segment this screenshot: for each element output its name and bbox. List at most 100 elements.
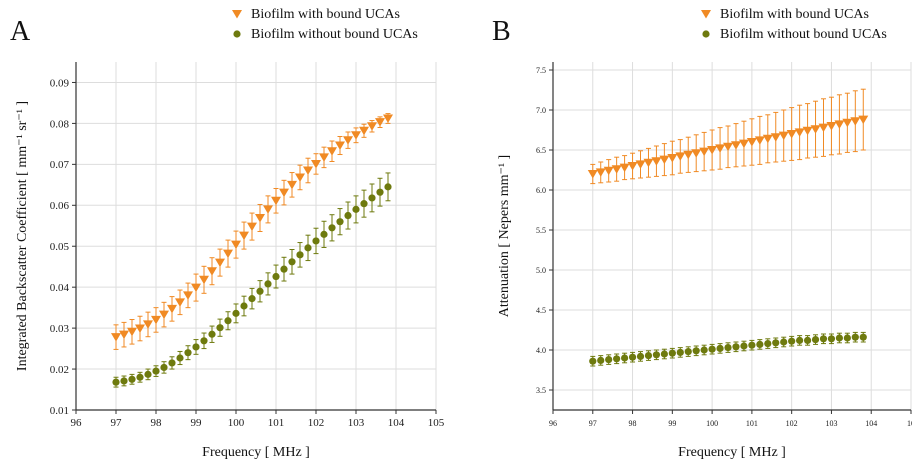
data-point (819, 335, 828, 343)
data-point (851, 333, 859, 341)
legend-entry: Biofilm without bound UCAs (720, 27, 887, 42)
y-tick-label: 0.08 (50, 118, 70, 130)
y-tick-label: 0.07 (50, 159, 70, 171)
data-point (232, 309, 240, 317)
data-point (311, 159, 321, 169)
x-tick-label: 104 (388, 417, 405, 429)
data-point (343, 136, 353, 145)
data-point (151, 315, 161, 325)
x-axis-title: Frequency [ MHz ] (678, 445, 786, 460)
data-point (167, 304, 177, 314)
data-point (239, 231, 249, 241)
x-tick-label: 100 (228, 417, 245, 429)
data-point (858, 115, 869, 125)
data-point (811, 336, 820, 344)
legend-entry: Biofilm with bound UCAs (251, 7, 400, 22)
data-point (351, 131, 361, 140)
data-point (375, 118, 385, 127)
data-point (271, 196, 281, 206)
data-point (336, 218, 344, 226)
data-point (730, 141, 741, 150)
legend: Biofilm with bound UCAs Biofilm without b… (701, 7, 887, 42)
x-tick-label: 103 (825, 419, 837, 428)
data-point (368, 194, 376, 202)
data-point (288, 258, 296, 266)
data-point (659, 155, 670, 165)
data-point (159, 310, 169, 320)
data-point (199, 275, 209, 285)
data-point (803, 336, 812, 344)
data-point (595, 168, 606, 177)
y-tick-label: 5.5 (536, 226, 546, 235)
data-point (834, 120, 845, 129)
data-point (112, 378, 120, 386)
data-point (644, 352, 653, 360)
x-tick-label: 97 (111, 417, 123, 429)
data-point (384, 183, 392, 191)
data-point (732, 343, 740, 351)
data-point (223, 249, 233, 259)
data-point (367, 122, 377, 131)
x-tick-label: 105 (428, 417, 445, 429)
legend-entry: Biofilm without bound UCAs (251, 27, 418, 42)
data-point (788, 337, 796, 345)
y-tick-label: 7.5 (536, 66, 546, 75)
data-point (587, 170, 598, 179)
data-point (675, 152, 686, 161)
y-tick-label: 0.04 (50, 282, 70, 294)
data-point (802, 126, 813, 136)
data-point (303, 166, 313, 175)
data-point (304, 244, 312, 252)
y-tick-label: 0.05 (50, 241, 70, 253)
data-point (272, 272, 280, 281)
data-point (111, 333, 121, 342)
data-point (850, 117, 861, 126)
data-point (772, 339, 780, 347)
data-point (740, 342, 748, 350)
data-point (184, 349, 192, 357)
data-point (215, 258, 225, 268)
data-point (296, 251, 304, 259)
data-point (335, 141, 345, 151)
x-tick-label: 97 (589, 419, 597, 428)
data-point (715, 144, 726, 153)
data-point (320, 230, 328, 238)
data-point (700, 346, 708, 354)
data-point (376, 188, 384, 196)
data-point (707, 146, 718, 155)
data-point (128, 375, 136, 383)
data-point (216, 324, 224, 332)
data-point (160, 363, 168, 372)
data-point (635, 160, 646, 169)
data-point (183, 291, 193, 300)
x-tick-label: 96 (71, 417, 83, 429)
x-tick-label: 99 (668, 419, 676, 428)
y-axis-title: Integrated Backscatter Coefficient [ mm⁻… (15, 101, 30, 371)
y-tick-label: 4.0 (536, 346, 546, 355)
series-without-ucas (112, 172, 392, 388)
x-tick-label: 96 (549, 419, 557, 428)
data-point (383, 114, 393, 123)
data-point (780, 338, 788, 346)
data-point (352, 205, 360, 213)
x-tick-label: 104 (865, 419, 877, 428)
y-tick-label: 7.0 (536, 106, 546, 115)
data-point (344, 211, 352, 220)
data-point (152, 367, 160, 375)
data-point (842, 118, 853, 128)
data-point (683, 150, 694, 160)
data-point (738, 139, 749, 149)
data-point (127, 327, 137, 337)
data-point (255, 213, 265, 223)
data-point (826, 122, 837, 131)
panel-b: 96 97 98 99 100 101 102 103 104 10 3.5 4.0 4.5 5.0 5.5… (492, 7, 912, 460)
data-point (136, 373, 144, 381)
x-tick-label: 100 (706, 419, 718, 428)
data-point (668, 349, 676, 357)
data-point (613, 355, 621, 363)
data-point (636, 352, 645, 360)
data-point (754, 136, 765, 145)
data-point (691, 149, 702, 158)
data-point (327, 147, 337, 156)
